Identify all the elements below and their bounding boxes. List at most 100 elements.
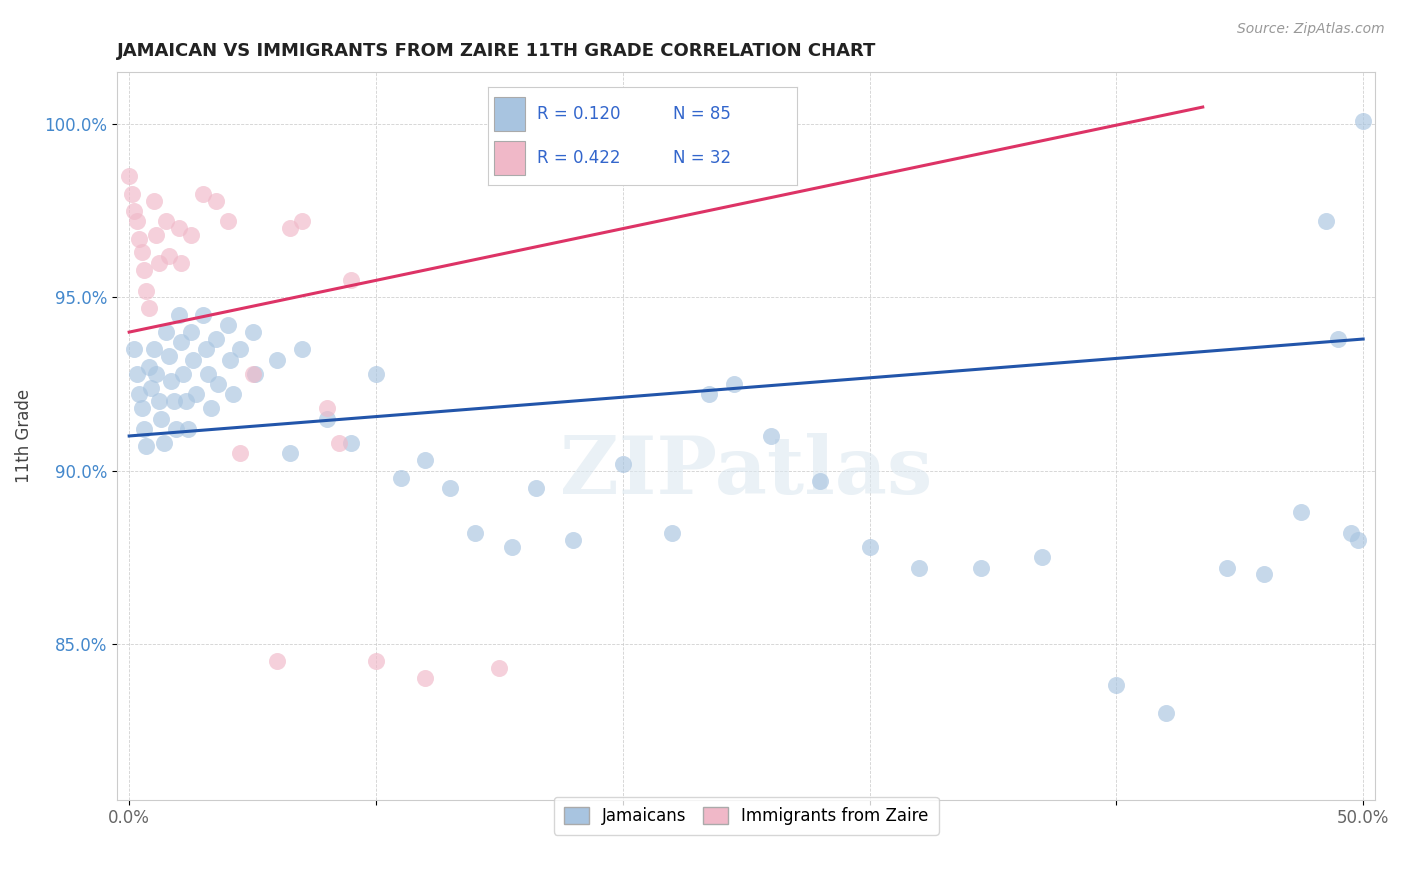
Point xyxy=(141,380,163,394)
Point xyxy=(165,422,187,436)
Point xyxy=(138,359,160,374)
Point xyxy=(1031,550,1053,565)
Point xyxy=(243,367,266,381)
Point xyxy=(157,249,180,263)
Point xyxy=(128,232,150,246)
Point xyxy=(464,525,486,540)
Point xyxy=(217,214,239,228)
Point xyxy=(155,325,177,339)
Point xyxy=(142,194,165,208)
Point xyxy=(131,245,153,260)
Point xyxy=(132,262,155,277)
Point xyxy=(278,221,301,235)
Point xyxy=(222,387,245,401)
Point xyxy=(219,352,242,367)
Point xyxy=(524,481,547,495)
Point xyxy=(148,256,170,270)
Point xyxy=(562,533,585,547)
Point xyxy=(125,214,148,228)
Point xyxy=(1315,214,1337,228)
Y-axis label: 11th Grade: 11th Grade xyxy=(15,389,32,483)
Point xyxy=(177,422,200,436)
Point xyxy=(315,411,337,425)
Point xyxy=(242,325,264,339)
Point xyxy=(162,394,184,409)
Point xyxy=(415,671,437,685)
Point xyxy=(142,343,165,357)
Point xyxy=(167,221,190,235)
Point xyxy=(170,335,193,350)
Point xyxy=(217,318,239,333)
Point xyxy=(340,273,363,287)
Point xyxy=(172,367,194,381)
Point xyxy=(278,446,301,460)
Text: Source: ZipAtlas.com: Source: ZipAtlas.com xyxy=(1237,22,1385,37)
Point xyxy=(759,429,782,443)
Point xyxy=(1253,567,1275,582)
Point xyxy=(291,214,314,228)
Point xyxy=(315,401,337,416)
Point xyxy=(1216,560,1239,574)
Point xyxy=(1327,332,1350,346)
Point xyxy=(488,661,510,675)
Point xyxy=(183,352,205,367)
Point xyxy=(1291,505,1313,519)
Point xyxy=(180,228,202,243)
Point xyxy=(174,394,197,409)
Point xyxy=(908,560,931,574)
Point xyxy=(184,387,207,401)
Point xyxy=(612,457,634,471)
Point xyxy=(364,367,387,381)
Point xyxy=(148,394,170,409)
Point xyxy=(291,343,314,357)
Point xyxy=(1353,114,1375,128)
Point xyxy=(1340,525,1362,540)
Point xyxy=(132,422,155,436)
Point xyxy=(145,367,167,381)
Point xyxy=(415,453,437,467)
Point xyxy=(118,169,141,184)
Point xyxy=(340,436,363,450)
Point xyxy=(229,343,252,357)
Legend: Jamaicans, Immigrants from Zaire: Jamaicans, Immigrants from Zaire xyxy=(554,797,939,835)
Point xyxy=(121,186,143,201)
Point xyxy=(122,203,145,218)
Point xyxy=(328,436,350,450)
Point xyxy=(155,214,177,228)
Point xyxy=(697,387,720,401)
Point xyxy=(138,301,160,315)
Point xyxy=(1105,678,1128,692)
Point xyxy=(170,256,193,270)
Point xyxy=(194,343,217,357)
Point xyxy=(167,308,190,322)
Point xyxy=(197,367,219,381)
Point xyxy=(439,481,461,495)
Point xyxy=(808,474,831,488)
Point xyxy=(145,228,167,243)
Point xyxy=(229,446,252,460)
Point xyxy=(266,352,288,367)
Point xyxy=(661,525,683,540)
Point xyxy=(364,654,387,668)
Point xyxy=(1347,533,1369,547)
Point xyxy=(128,387,150,401)
Point xyxy=(180,325,202,339)
Text: JAMAICAN VS IMMIGRANTS FROM ZAIRE 11TH GRADE CORRELATION CHART: JAMAICAN VS IMMIGRANTS FROM ZAIRE 11TH G… xyxy=(117,42,876,60)
Point xyxy=(858,540,880,554)
Point xyxy=(152,436,174,450)
Point xyxy=(200,401,222,416)
Text: ZIPatlas: ZIPatlas xyxy=(560,434,932,511)
Point xyxy=(969,560,991,574)
Point xyxy=(193,308,215,322)
Point xyxy=(501,540,523,554)
Point xyxy=(204,194,226,208)
Point xyxy=(135,439,157,453)
Point xyxy=(1154,706,1177,720)
Point xyxy=(723,377,745,392)
Point xyxy=(150,411,173,425)
Point xyxy=(661,111,683,125)
Point xyxy=(242,367,264,381)
Point xyxy=(193,186,215,201)
Point xyxy=(207,377,229,392)
Point xyxy=(131,401,153,416)
